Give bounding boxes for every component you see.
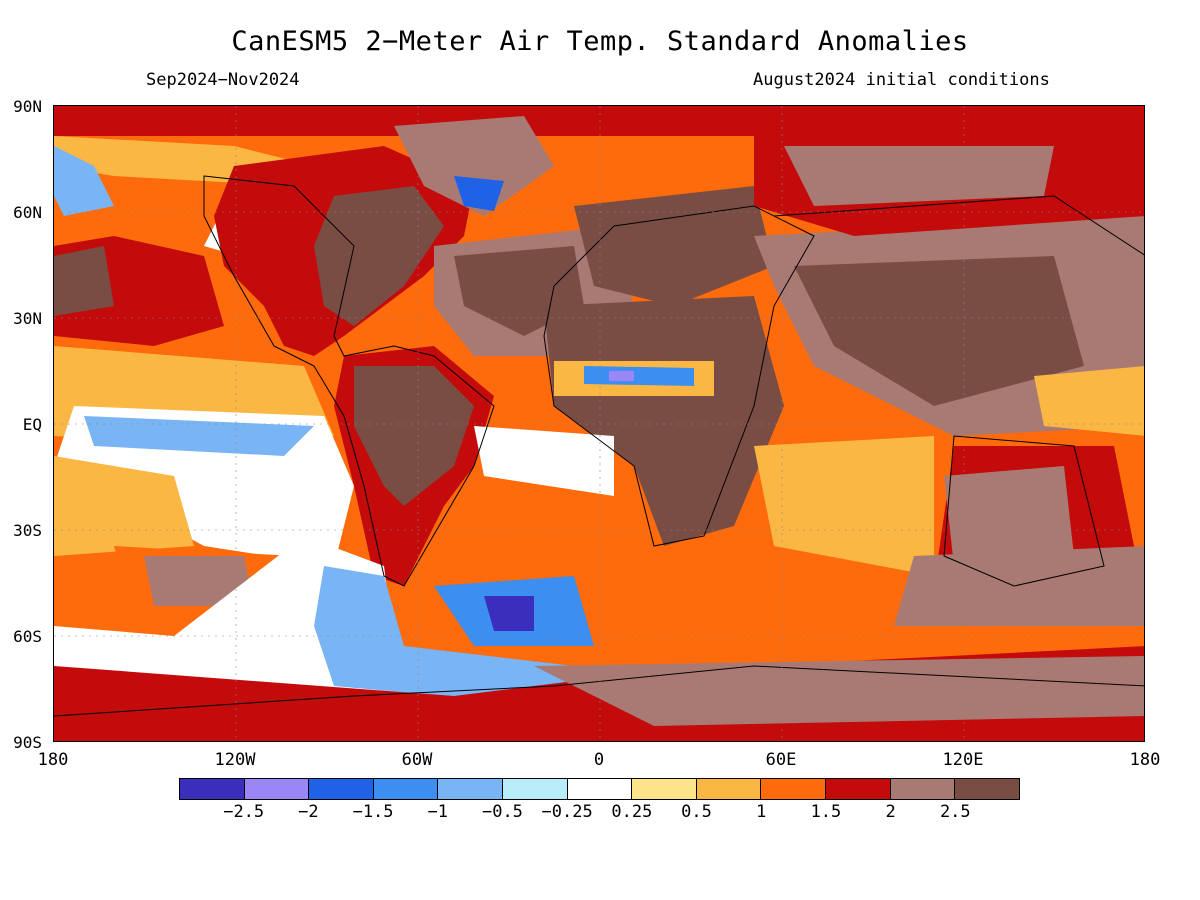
lon-label-180e: 180 — [1129, 750, 1161, 770]
eurafrica-coast — [543, 205, 815, 547]
lat-label-90s: 90S — [13, 733, 42, 752]
period-label: Sep2024−Nov2024 — [146, 70, 300, 90]
lon-label-0: 0 — [593, 750, 605, 770]
americas-coast — [203, 175, 495, 587]
anomaly-map-canvas — [54, 106, 1144, 741]
asia-oceania-coast — [773, 195, 1144, 587]
colorbar-swatch — [696, 779, 762, 799]
bering-cool — [54, 146, 114, 216]
colorbar-swatch — [438, 779, 504, 799]
lat-label-60s: 60S — [13, 627, 42, 646]
lon-label-120e: 120E — [942, 750, 984, 770]
siberia-hot — [784, 146, 1054, 206]
europe-hot — [574, 186, 774, 306]
indian-ocean-warm — [754, 436, 934, 576]
colorbar-label: −1 — [427, 802, 449, 822]
labrador-cool — [454, 176, 504, 211]
colorbar-label: 2 — [885, 802, 896, 822]
colorbar-swatch — [632, 779, 697, 799]
anomaly-map — [53, 105, 1145, 742]
antarctica-hot — [534, 656, 1144, 726]
lon-label-180w: 180 — [37, 750, 69, 770]
asia-core — [794, 256, 1084, 406]
colorbar-swatch — [503, 779, 568, 799]
colorbar-swatch — [180, 779, 245, 799]
colorbar-label: −2.5 — [223, 802, 265, 822]
sahel-cool — [584, 366, 694, 386]
north-america-hot — [314, 186, 444, 326]
colorbar-swatch — [826, 779, 891, 799]
colorbar-label: 0.25 — [611, 802, 653, 822]
colorbar-swatch — [244, 779, 310, 799]
colorbar-swatch — [567, 779, 633, 799]
south-pacific-hot — [144, 556, 254, 606]
colorbar-swatch — [309, 779, 374, 799]
colorbar-label: −1.5 — [352, 802, 394, 822]
initial-conditions-label: August2024 initial conditions — [753, 70, 1050, 90]
antarctica-coast — [54, 665, 1144, 717]
south-atlantic-cold — [484, 596, 534, 631]
lon-label-60w: 60W — [401, 750, 433, 770]
south-indian-hot — [894, 546, 1144, 626]
colorbar-swatch — [890, 779, 956, 799]
colorbar-label: −0.5 — [481, 802, 523, 822]
south-america-hot — [354, 366, 474, 506]
lon-label-60e: 60E — [765, 750, 797, 770]
colorbar-label: −2 — [298, 802, 319, 822]
map-title: CanESM5 2−Meter Air Temp. Standard Anoma… — [231, 26, 969, 57]
colorbar-label: 1 — [756, 802, 767, 822]
sahel-cold — [609, 371, 634, 381]
southern-ocean-cool — [314, 566, 574, 706]
greenland — [394, 116, 554, 216]
colorbar-label: 2.5 — [939, 802, 971, 822]
colorbar-label: −0.25 — [541, 802, 593, 822]
colorbar — [179, 778, 1020, 800]
west-pacific-warm — [1034, 366, 1144, 436]
colorbar-label: 1.5 — [810, 802, 842, 822]
gridlines — [54, 106, 1144, 741]
south-atlantic-white — [474, 426, 614, 496]
south-pacific-warm — [54, 456, 194, 556]
eq-pacific-cool — [84, 416, 314, 456]
australia-hot — [944, 466, 1074, 566]
colorbar-swatch — [373, 779, 439, 799]
lat-label-30s: 30S — [13, 521, 42, 540]
lat-label-30n: 30N — [13, 309, 42, 328]
lat-label-90n: 90N — [13, 97, 42, 116]
colorbar-swatch — [761, 779, 827, 799]
colorbar-swatch — [955, 779, 1019, 799]
north-pacific-hot — [54, 246, 114, 316]
lat-label-60n: 60N — [13, 203, 42, 222]
lat-label-eq: EQ — [22, 415, 42, 434]
colorbar-label: 0.5 — [681, 802, 712, 822]
lon-label-120w: 120W — [214, 750, 256, 770]
